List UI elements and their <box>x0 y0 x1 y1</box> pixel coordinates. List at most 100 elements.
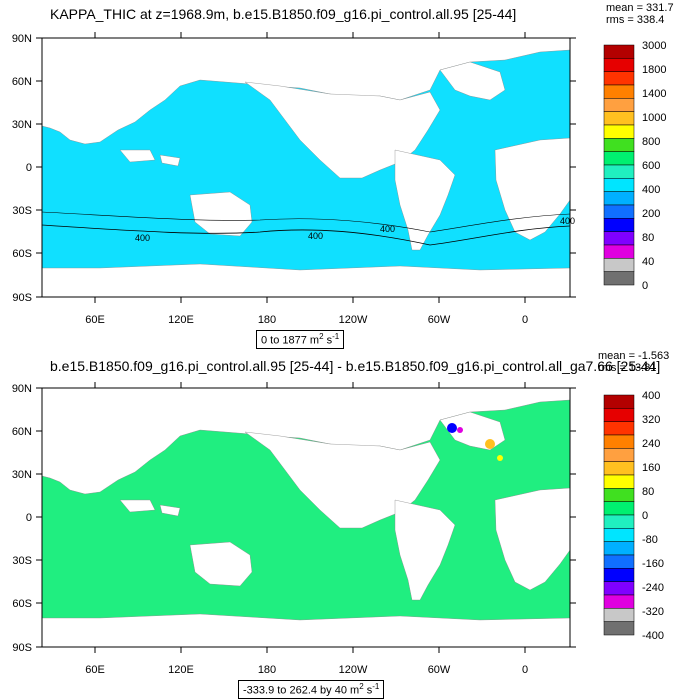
lat-label: 30S <box>12 555 32 567</box>
lon-label: 0 <box>522 664 528 676</box>
colorbar-label: 800 <box>642 136 660 148</box>
lon-label: 120W <box>339 314 368 326</box>
colorbar-swatch <box>603 394 635 409</box>
colorbar-swatch <box>603 514 635 529</box>
island-landmass <box>159 504 181 517</box>
panel2-map: 90N 60N 30N 0 30S 60S 90S 60E 120E 180 120W 60W 0 400… <box>12 382 664 676</box>
colorbar-label: 400 <box>642 390 660 402</box>
colorbar-swatch <box>603 501 635 516</box>
lat-label: 30S <box>12 205 32 217</box>
colorbar-swatch <box>603 568 635 582</box>
island-landmass <box>119 499 156 513</box>
colorbar-swatch <box>603 408 635 422</box>
colorbar-label: 0 <box>642 280 648 292</box>
lon-label: 120E <box>168 664 194 676</box>
lat-label: 60N <box>12 76 32 88</box>
lon-label: 120E <box>168 314 194 326</box>
panel1-title: KAPPA_THIC at z=1968.9m, b.e15.B1850.f09… <box>50 6 517 22</box>
colorbar-swatch <box>603 84 635 99</box>
colorbar-label: 80 <box>642 486 654 498</box>
colorbar-swatch <box>603 218 635 232</box>
colorbar-label: 1800 <box>642 64 666 76</box>
colorbar-swatch <box>603 138 635 152</box>
panel1-mean: mean = 331.7 <box>606 2 674 14</box>
colorbar-swatch <box>603 621 635 636</box>
lat-label: 0 <box>26 162 32 174</box>
colorbar-swatch <box>603 474 635 489</box>
south-america-landmass <box>394 499 456 601</box>
lat-label: 60S <box>12 598 32 610</box>
lat-label: 60S <box>12 248 32 260</box>
lon-label: 0 <box>522 314 528 326</box>
colorbar-label: 80 <box>642 232 654 244</box>
colorbar-label: 40 <box>642 256 654 268</box>
lat-label: 90S <box>12 642 32 654</box>
colorbar-label: -240 <box>642 582 664 594</box>
lon-label: 180 <box>258 314 276 326</box>
colorbar-swatch <box>603 124 635 139</box>
colorbar-swatch <box>603 528 635 542</box>
lon-label: 60W <box>428 314 451 326</box>
lat-label: 90N <box>12 383 32 395</box>
colorbar-swatch <box>603 164 635 179</box>
lat-label: 90S <box>12 292 32 304</box>
lat-label: 60N <box>12 426 32 438</box>
lon-label: 60E <box>85 314 105 326</box>
africa-landmass <box>494 137 571 241</box>
contour-label: 400 <box>560 216 575 226</box>
colorbar-swatch <box>603 594 635 609</box>
colorbar-swatch <box>603 461 635 476</box>
anomaly-spot <box>497 455 503 461</box>
colorbar-swatch <box>603 434 635 449</box>
lon-label: 60E <box>85 664 105 676</box>
contour-label: 400 <box>308 231 323 241</box>
colorbar-label: 400 <box>642 184 660 196</box>
colorbar-label: 1400 <box>642 88 666 100</box>
colorbar-label: 600 <box>642 160 660 172</box>
panel2-range-label: -333.9 to 262.4 by 40 m2 s-1 <box>238 680 385 699</box>
colorbar-swatch <box>603 244 635 259</box>
anomaly-spot <box>457 427 463 433</box>
colorbar-swatch <box>603 178 635 192</box>
colorbar-label: 240 <box>642 438 660 450</box>
colorbar-swatch <box>603 71 635 86</box>
lon-label: 180 <box>258 664 276 676</box>
lat-label: 0 <box>26 512 32 524</box>
australia-landmass <box>189 541 253 587</box>
colorbar-swatch <box>603 258 635 272</box>
colorbar-label: -80 <box>642 534 658 546</box>
colorbar-label: 160 <box>642 462 660 474</box>
colorbar-swatch <box>603 421 635 436</box>
colorbar-swatch <box>603 58 635 72</box>
panel2-title: b.e15.B1850.f09_g16.pi_control.all.95 [2… <box>50 358 661 374</box>
anomaly-spot <box>447 423 457 433</box>
lon-label: 120W <box>339 664 368 676</box>
colorbar-swatch <box>603 488 635 502</box>
panel2-rms: rms = 13.81 <box>598 362 657 374</box>
lat-label: 30N <box>12 469 32 481</box>
colorbar-swatch <box>603 111 635 126</box>
anomaly-spot <box>485 439 495 449</box>
contour-label: 400 <box>135 233 150 243</box>
colorbar-label: 3000 <box>642 40 666 52</box>
lat-label: 90N <box>12 33 32 45</box>
panel1-rms: rms = 338.4 <box>606 14 665 26</box>
colorbar-swatch <box>603 271 635 286</box>
africa-landmass <box>494 487 571 591</box>
island-landmass <box>119 149 156 163</box>
panel1-range-label: 0 to 1877 m2 s-1 <box>256 330 345 349</box>
island-landmass <box>159 154 181 167</box>
colorbar-swatch <box>603 608 635 622</box>
contour-line <box>41 211 571 233</box>
colorbar-swatch <box>603 231 635 246</box>
colorbar-swatch <box>603 191 635 206</box>
lon-label: 60W <box>428 664 451 676</box>
contour-label: 400 <box>380 224 395 234</box>
colorbar-swatch <box>603 44 635 59</box>
greenland-landmass <box>439 61 506 101</box>
lat-label: 30N <box>12 119 32 131</box>
colorbar-label: 0 <box>642 510 648 522</box>
contour-line <box>41 224 571 246</box>
colorbar-swatch <box>603 541 635 556</box>
